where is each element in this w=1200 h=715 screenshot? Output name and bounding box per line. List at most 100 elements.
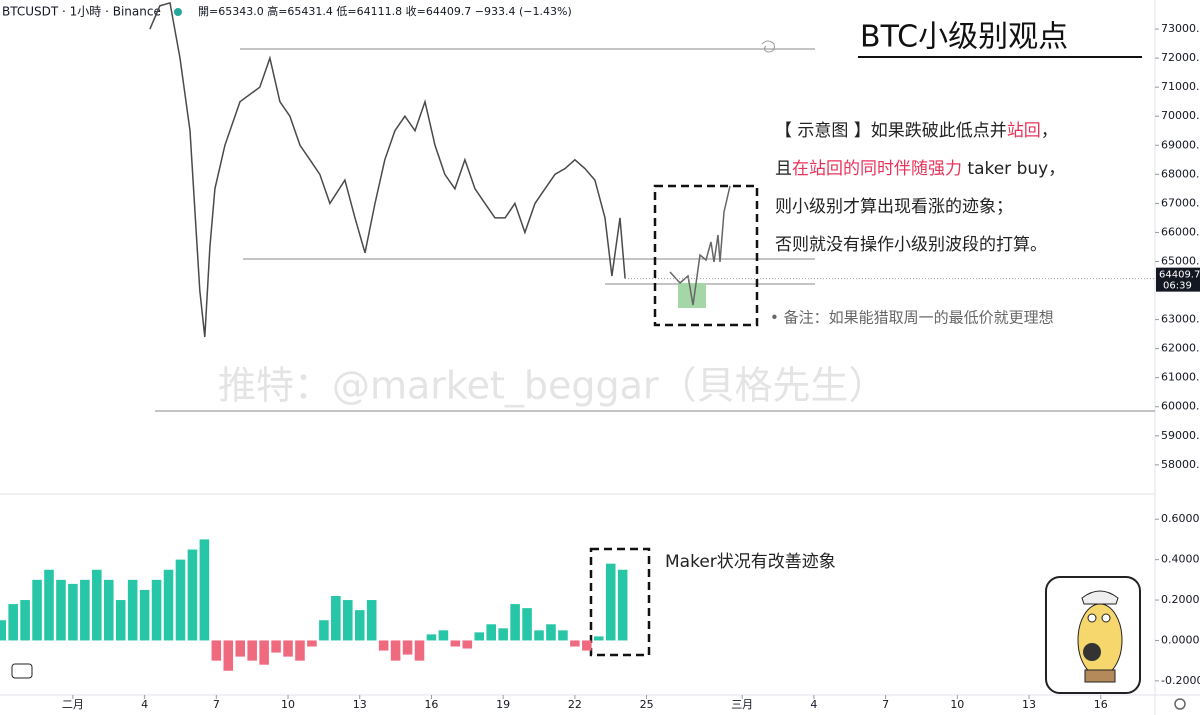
histogram-bar — [0, 620, 6, 641]
y-tick-label: 59000.0 — [1161, 429, 1200, 442]
histogram-bar — [68, 583, 78, 641]
histogram-bar — [307, 640, 317, 647]
y-tick-label: 0.0000 — [1161, 633, 1200, 646]
y-tick-label: 72000.0 — [1161, 51, 1200, 64]
y-tick-label: 65000.0 — [1161, 254, 1200, 267]
histogram-bar — [534, 630, 544, 641]
histogram-bar — [139, 589, 150, 641]
y-tick-label: 63000.0 — [1161, 313, 1200, 326]
note-line: 则小级别才算出现看涨的迹象； — [775, 197, 1013, 217]
x-tick-label: 16 — [424, 698, 438, 711]
y-tick-label: 68000.0 — [1161, 167, 1200, 180]
histogram-bar — [44, 569, 54, 641]
histogram-bar — [426, 634, 437, 641]
histogram-bar — [617, 569, 628, 641]
histogram-bar — [259, 640, 269, 665]
histogram-bar — [32, 579, 42, 641]
histogram-bar — [187, 549, 198, 641]
x-tick-label: 13 — [1022, 698, 1036, 711]
histogram-bar — [247, 640, 257, 661]
y-tick-label: 58000.0 — [1161, 458, 1200, 471]
histogram-bar — [378, 640, 389, 651]
maker-note: Maker状况有改善迹象 — [665, 552, 836, 572]
y-tick-label: 73000.0 — [1161, 22, 1200, 35]
symbol-label: BTCUSDT · 1小時 · Binance — [2, 5, 161, 19]
histogram-bar — [522, 608, 532, 641]
x-tick-label: 13 — [353, 698, 367, 711]
y-tick-label: 61000.0 — [1161, 371, 1200, 384]
y-tick-label: 62000.0 — [1161, 342, 1200, 355]
x-tick-label: 10 — [950, 698, 964, 711]
note-line: 且在站回的同时伴随强力 taker buy， — [775, 159, 1065, 179]
histogram-bar — [283, 640, 293, 657]
status-dot — [174, 8, 182, 16]
note-segment: 则小级别才算出现看涨的迹象； — [775, 197, 1013, 217]
x-tick-label: 10 — [281, 698, 295, 711]
histogram-bar — [92, 569, 102, 641]
note-segment: 【 示意图 】如果跌破此低点并 — [775, 121, 1007, 141]
histogram-bar — [343, 600, 353, 641]
histogram-bar — [271, 640, 281, 653]
histogram-bar — [211, 640, 222, 661]
mascot — [1045, 576, 1141, 694]
histogram-bar — [127, 579, 138, 641]
histogram-bar — [390, 640, 401, 661]
x-tick-label: 4 — [810, 698, 817, 711]
histogram-bar — [450, 640, 461, 647]
x-tick-label: 22 — [568, 698, 582, 711]
notes: 【 示意图 】如果跌破此低点并站回， 且在站回的同时伴随强力 taker buy，… — [775, 121, 1065, 255]
x-tick-label: 三月 — [731, 698, 753, 711]
y-tick-label: 60000.0 — [1161, 400, 1200, 413]
last-price-label: 64409.7 — [1159, 270, 1200, 281]
histogram-bar — [414, 640, 425, 661]
note-segment: 站回 — [1007, 121, 1041, 141]
watermark: 推特：@market_beggar（貝格先生） — [218, 364, 887, 408]
y-tick-label: 0.6000 — [1161, 512, 1200, 525]
last-time-label: 06:39 — [1163, 281, 1192, 292]
histogram-bar — [462, 640, 473, 649]
y-tick-label: 70000.0 — [1161, 109, 1200, 122]
histogram-bar — [593, 636, 604, 641]
histogram-bar — [331, 596, 341, 641]
note-line: 否则就没有操作小级别波段的打算。 — [775, 235, 1047, 255]
scenario-path — [669, 185, 731, 306]
histogram-bar — [319, 620, 329, 641]
note-segment: ， — [1041, 121, 1058, 141]
note-line: 【 示意图 】如果跌破此低点并站回， — [775, 121, 1058, 141]
histogram-bar — [235, 640, 246, 657]
histogram-bar — [103, 579, 114, 641]
histogram-bar — [151, 579, 162, 641]
histogram-bar — [115, 600, 126, 641]
histogram-bar — [498, 628, 508, 641]
x-tick-label: 7 — [213, 698, 220, 711]
last-price-box — [1156, 267, 1200, 292]
histogram-bar — [163, 569, 174, 641]
settings-icon[interactable] — [1174, 698, 1186, 710]
scribble — [761, 40, 775, 53]
histogram-bar — [199, 539, 210, 641]
y-tick-label: 0.4000 — [1161, 553, 1200, 566]
histogram-bar — [558, 630, 568, 641]
histogram-bar — [354, 610, 365, 641]
y-tick-label: -0.2000 — [1161, 674, 1200, 687]
histogram-bar — [486, 624, 496, 641]
x-tick-label: 7 — [882, 698, 889, 711]
histogram-bar — [80, 579, 90, 641]
y-tick-label: 69000.0 — [1161, 138, 1200, 151]
x-tick-label: 4 — [141, 698, 148, 711]
note-segment: taker buy， — [962, 159, 1065, 179]
histogram-bar — [223, 640, 234, 671]
y-tick-label: 0.2000 — [1161, 593, 1200, 606]
histogram-bar — [605, 563, 616, 641]
x-tick-label: 16 — [1094, 698, 1108, 711]
histogram-bar — [438, 630, 449, 641]
logo — [11, 663, 33, 679]
histogram-bar — [175, 559, 186, 641]
histogram-bar — [570, 640, 580, 647]
dashed-box — [653, 184, 759, 327]
x-tick-label: 19 — [496, 698, 510, 711]
histogram-bar — [510, 604, 520, 641]
x-tick-label: 25 — [640, 698, 654, 711]
price-line — [149, 1, 626, 338]
